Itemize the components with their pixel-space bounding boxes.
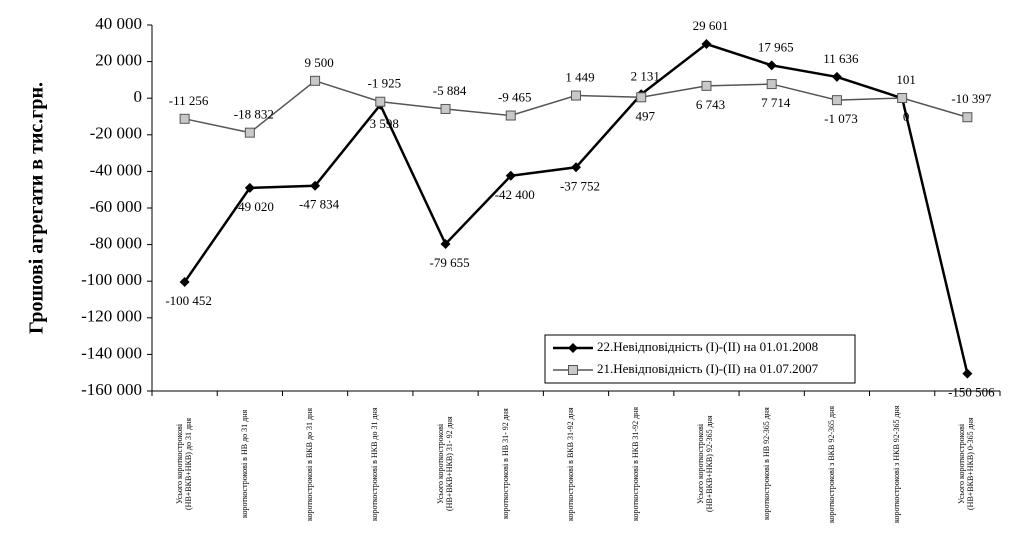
y-tick-label: 20 000 xyxy=(95,51,142,70)
y-tick-label: 40 000 xyxy=(95,14,142,33)
data-label: -1 925 xyxy=(368,76,402,91)
x-tick-label: короткострокові з НКВ 92-365 дня xyxy=(892,405,902,523)
legend-label: 21.Невідповідність (І)-(ІІ) на 01.07.200… xyxy=(597,361,819,376)
marker xyxy=(244,127,255,138)
data-label: -9 465 xyxy=(498,90,532,105)
data-label: 2 131 xyxy=(631,68,660,83)
x-tick-label: короткострокові в НКВ до 31 дня xyxy=(370,407,380,521)
data-label: -5 884 xyxy=(433,83,467,98)
marker xyxy=(766,60,777,71)
y-tick-label: -120 000 xyxy=(81,307,142,326)
marker xyxy=(636,92,647,103)
x-tick-label: короткострокові в ВКВ до 31 дня xyxy=(305,407,315,521)
y-tick-label: -60 000 xyxy=(90,197,142,216)
data-label: 1 449 xyxy=(565,70,594,85)
x-tick-label: Усього короткострокові (НВ+ВКВ+НКВ) 31- … xyxy=(435,416,454,512)
marker xyxy=(440,103,451,114)
y-tick-label: -100 000 xyxy=(81,270,142,289)
data-label: -47 834 xyxy=(299,197,340,212)
legend-marker xyxy=(568,343,578,353)
y-tick-label: -80 000 xyxy=(90,234,142,253)
marker xyxy=(571,90,581,101)
data-label: 7 714 xyxy=(761,95,791,110)
marker xyxy=(701,39,712,50)
x-tick-label: короткострокові в ВКВ 31-92 дня xyxy=(566,407,575,521)
data-label: 9 500 xyxy=(304,55,333,70)
marker xyxy=(310,180,321,191)
marker xyxy=(571,162,581,173)
data-label: -42 400 xyxy=(495,187,535,202)
x-tick-label: Усього короткострокові (НВ+ВКВ+НКВ) 92-3… xyxy=(696,415,715,513)
data-label: 6 743 xyxy=(696,97,725,112)
x-tick-label: Усього короткострокові (НВ+ВКВ+НКВ) до 3… xyxy=(174,417,193,511)
y-tick-label: 0 xyxy=(134,87,143,106)
marker xyxy=(962,368,973,379)
data-label: -18 832 xyxy=(234,107,274,122)
data-label: 3 598 xyxy=(370,116,399,131)
data-label: 0 xyxy=(903,109,910,124)
marker xyxy=(831,95,842,106)
x-tick-label: короткострокові в НВ 92-365 дня xyxy=(761,407,771,521)
y-tick-label: -40 000 xyxy=(90,160,142,179)
x-tick-label: короткострокові з ВКВ 92-365 дня xyxy=(826,405,836,523)
marker xyxy=(962,112,973,123)
data-label: 11 636 xyxy=(823,51,859,66)
data-label: -100 452 xyxy=(165,293,212,308)
y-tick-label: -160 000 xyxy=(81,380,142,399)
y-tick-label: -20 000 xyxy=(90,124,142,143)
marker xyxy=(766,79,777,90)
data-label: -37 752 xyxy=(560,178,600,193)
data-label: -1 073 xyxy=(824,111,858,126)
marker xyxy=(375,96,386,107)
data-label: 17 965 xyxy=(758,39,794,54)
x-tick-label: короткострокові в НВ 31- 92 дня xyxy=(500,408,510,520)
y-tick-label: -140 000 xyxy=(81,343,142,362)
marker xyxy=(179,113,190,124)
data-label: -79 655 xyxy=(429,255,469,270)
data-label: -10 397 xyxy=(951,91,992,106)
marker xyxy=(505,110,516,121)
legend-box xyxy=(544,334,856,384)
data-label: 101 xyxy=(896,72,916,87)
marker xyxy=(701,80,712,91)
data-label: -11 256 xyxy=(169,93,209,108)
x-tick-label: Усього короткострокові (НВ+ВКВ+НКВ) 0-36… xyxy=(957,417,976,511)
x-tick-label: короткострокові в НКВ 31-92 дня xyxy=(631,406,641,522)
legend-label: 22.Невідповідність (І)-(ІІ) на 01.01.200… xyxy=(597,339,818,354)
marker xyxy=(440,238,451,249)
x-tick-label: короткострокові в НВ до 31 дня xyxy=(239,409,249,519)
data-label: -150 506 xyxy=(948,385,995,400)
data-label: -49 020 xyxy=(234,199,274,214)
marker xyxy=(310,75,321,86)
marker xyxy=(179,277,190,288)
legend-marker xyxy=(568,365,578,375)
y-axis-label: Грошові агрегати в тис.грн. xyxy=(26,82,48,334)
marker xyxy=(897,93,908,104)
marker xyxy=(831,71,842,82)
data-label: 29 601 xyxy=(693,18,729,33)
marker xyxy=(244,182,255,193)
marker xyxy=(505,170,516,181)
data-label: 497 xyxy=(635,108,655,123)
